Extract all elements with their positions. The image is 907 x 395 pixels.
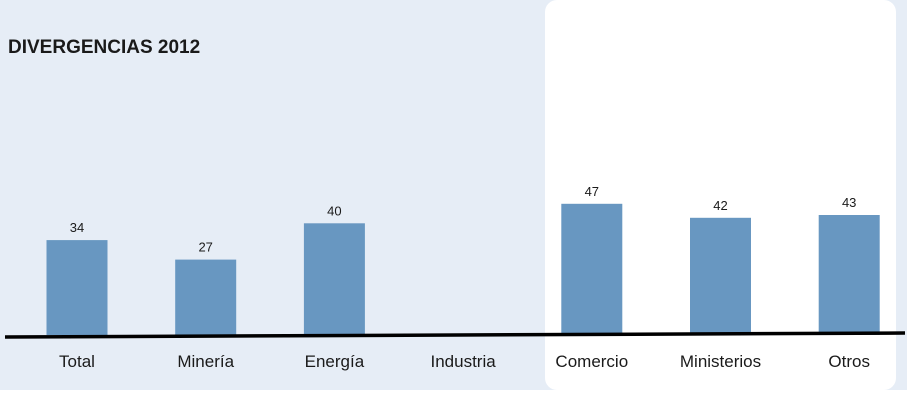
bar-energia (303, 223, 365, 335)
value-label-energia: 40 (327, 203, 341, 218)
highlight-panel (545, 0, 896, 390)
category-labels-group: Total Minería Energía Industria Comercio Mini… (59, 352, 870, 371)
value-label-otros: 43 (842, 195, 856, 210)
value-label-ministerios: 42 (713, 198, 727, 213)
category-label-comercio: Comercio (555, 352, 628, 371)
bar-total (46, 240, 108, 335)
category-label-ministerios: Ministerios (680, 352, 761, 371)
category-label-mineria: Minería (177, 352, 234, 371)
bar-otros (818, 215, 880, 335)
category-label-total: Total (59, 352, 95, 371)
category-label-industria: Industria (430, 352, 496, 371)
value-label-total: 34 (70, 220, 84, 235)
category-label-energia: Energía (305, 352, 365, 371)
value-label-comercio: 47 (585, 184, 599, 199)
bars-group (46, 203, 880, 335)
bar-comercio (561, 203, 623, 335)
value-labels-group: 34 27 40 47 42 43 (70, 184, 857, 255)
chart-title: DIVERGENCIAS 2012 (8, 37, 200, 58)
category-label-otros: Otros (828, 352, 870, 371)
bar-mineria (175, 259, 237, 335)
value-label-mineria: 27 (198, 240, 212, 255)
bar-ministerios (690, 217, 751, 335)
x-axis-line (4, 331, 906, 339)
